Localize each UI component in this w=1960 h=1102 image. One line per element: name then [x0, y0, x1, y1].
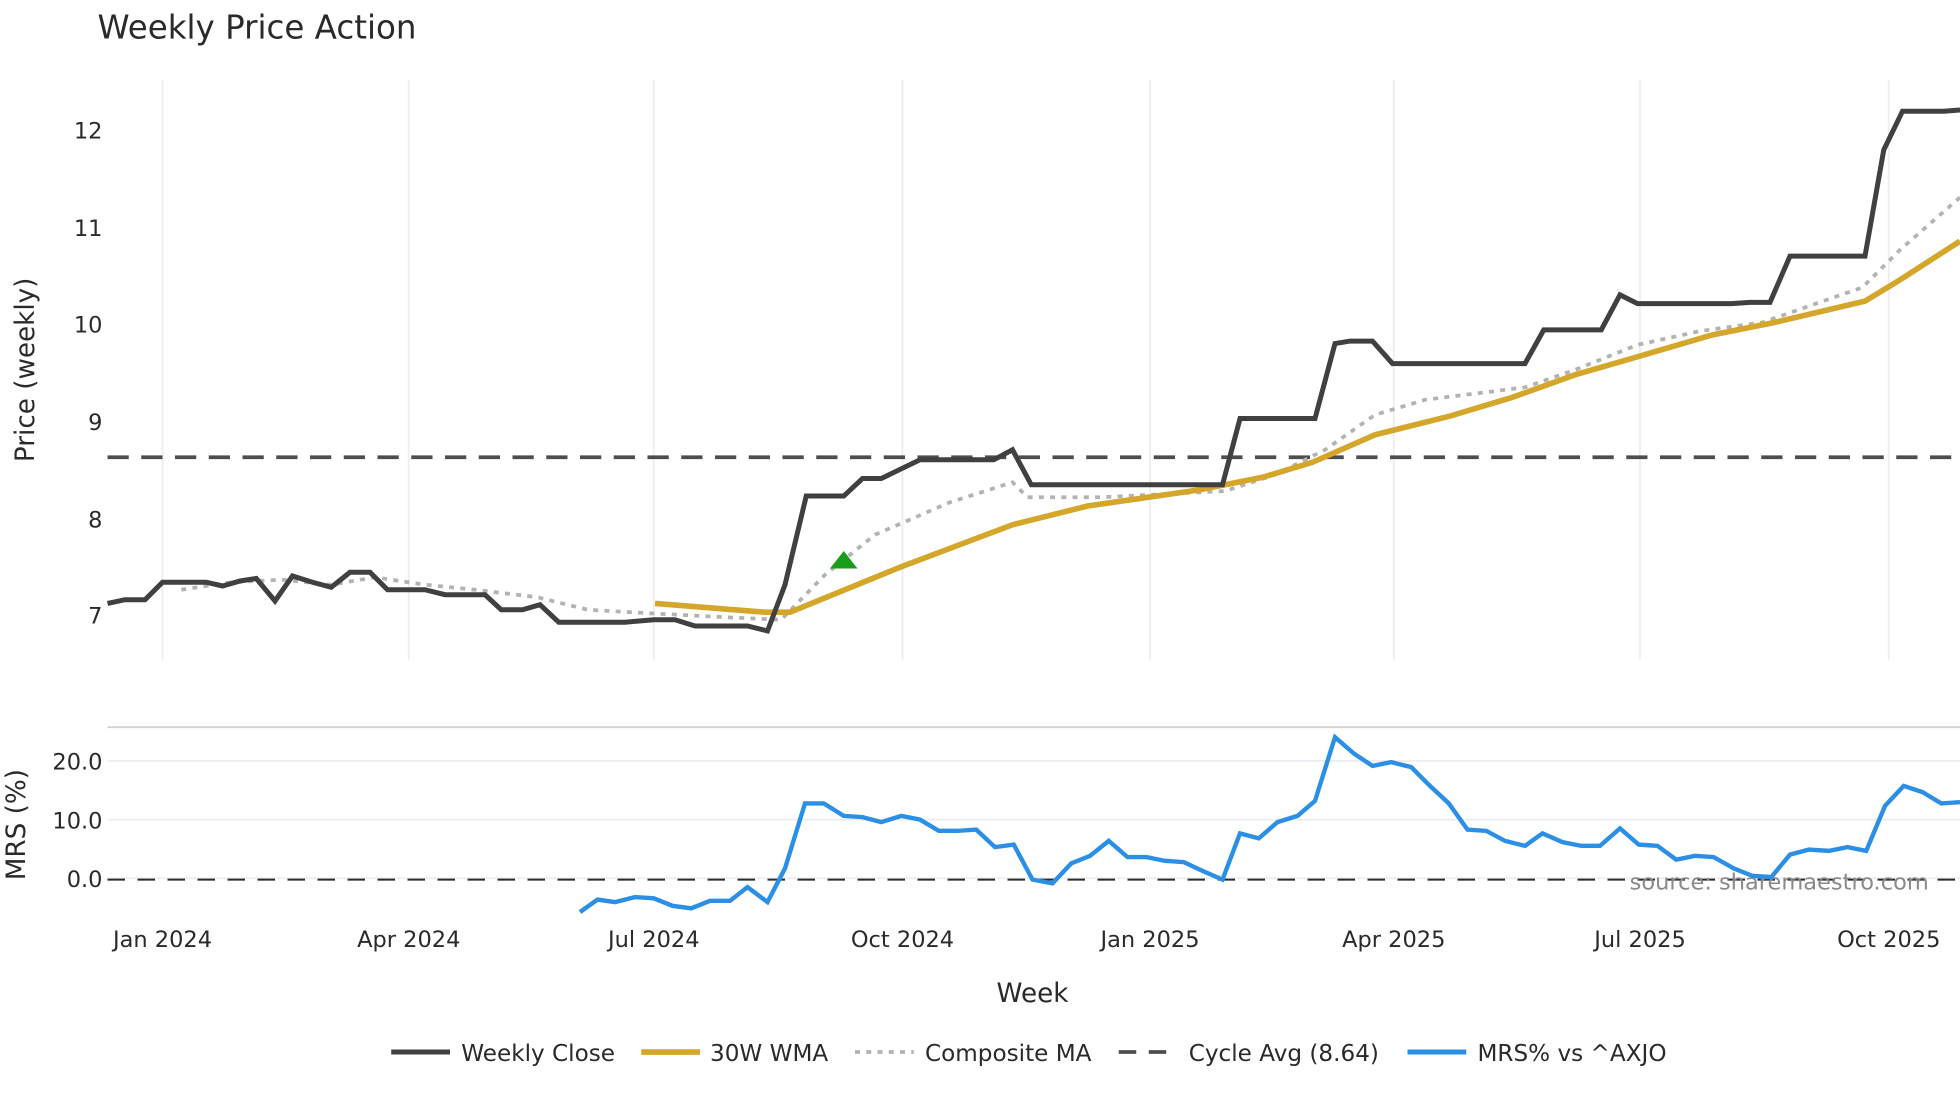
mrs-line — [578, 733, 1960, 914]
legend-item-mrs[interactable]: MRS% vs ^AXJO — [1407, 1041, 1667, 1067]
legend-item-wma30[interactable]: 30W WMA — [641, 1041, 828, 1067]
x-tick: Jan 2024 — [111, 927, 212, 953]
svg-text:Cycle Avg (8.64): Cycle Avg (8.64) — [1189, 1041, 1379, 1067]
legend-item-weekly-close[interactable]: Weekly Close — [391, 1041, 615, 1067]
weekly-close-line — [106, 107, 1960, 634]
price-gridlines — [161, 79, 1890, 660]
svg-text:Composite MA: Composite MA — [925, 1041, 1092, 1067]
buy-signal-triangle-icon — [830, 551, 858, 569]
x-axis-label: Week — [997, 979, 1070, 1009]
x-tick: Apr 2025 — [1342, 927, 1445, 953]
composite-ma-line — [180, 195, 1960, 622]
legend-item-cycle-avg[interactable]: Cycle Avg (8.64) — [1118, 1041, 1379, 1067]
source-note: source: sharemaestro.com — [1630, 870, 1929, 896]
legend: Weekly Close 30W WMA Composite MA Cycle … — [391, 1041, 1667, 1067]
y-tick-9: 9 — [88, 410, 102, 436]
x-tick: Jul 2024 — [606, 927, 700, 953]
x-tick: Jan 2025 — [1098, 927, 1199, 953]
mrs-gridlines — [107, 759, 1960, 880]
x-tick: Oct 2025 — [1837, 927, 1940, 953]
legend-item-composite-ma[interactable]: Composite MA — [855, 1041, 1092, 1067]
x-tick: Jul 2025 — [1592, 927, 1686, 953]
x-tick: Oct 2024 — [851, 927, 954, 953]
x-tick: Apr 2024 — [357, 927, 460, 953]
svg-text:Weekly Close: Weekly Close — [461, 1041, 615, 1067]
mrs-tick-0: 0.0 — [67, 867, 103, 893]
mrs-y-label: MRS (%) — [2, 769, 32, 880]
y-tick-11: 11 — [74, 216, 103, 242]
y-tick-8: 8 — [88, 507, 102, 533]
x-axis: Jan 2024 Apr 2024 Jul 2024 Oct 2024 Jan … — [111, 927, 1940, 953]
mrs-tick-10: 10.0 — [52, 808, 102, 834]
svg-text:30W WMA: 30W WMA — [710, 1041, 828, 1067]
chart-title: Weekly Price Action — [98, 9, 417, 47]
price-y-axis: 12 11 10 9 8 7 — [74, 119, 103, 630]
y-tick-7: 7 — [88, 603, 102, 629]
wma30-line — [654, 238, 1960, 616]
y-tick-12: 12 — [74, 119, 103, 145]
svg-text:MRS% vs ^AXJO: MRS% vs ^AXJO — [1478, 1041, 1667, 1067]
mrs-y-axis: 20.0 10.0 0.0 — [52, 750, 102, 893]
y-tick-10: 10 — [74, 312, 103, 338]
price-y-label: Price (weekly) — [11, 278, 41, 463]
mrs-tick-20: 20.0 — [52, 750, 102, 776]
